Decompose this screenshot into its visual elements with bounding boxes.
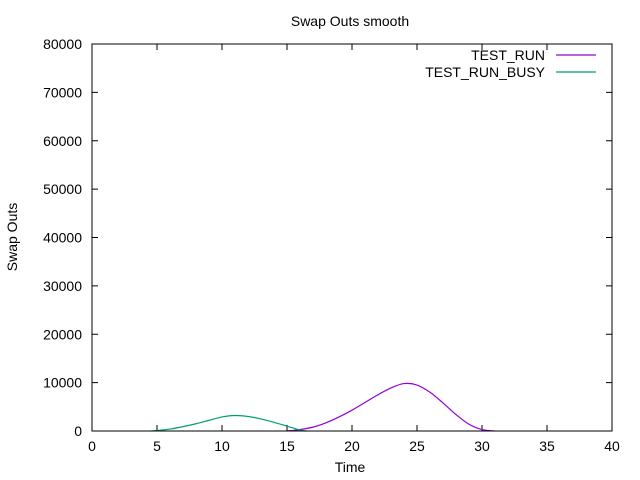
y-tick-label: 10000	[43, 375, 82, 391]
legend-label: TEST_RUN	[471, 47, 545, 63]
y-tick-label: 0	[74, 423, 82, 439]
x-axis-label: Time	[335, 459, 366, 475]
y-tick-label: 80000	[43, 36, 82, 52]
x-tick-label: 5	[153, 438, 161, 454]
series-line-0	[286, 382, 496, 432]
y-tick-label: 50000	[43, 181, 82, 197]
y-tick-label: 20000	[43, 326, 82, 342]
x-tick-label: 10	[214, 438, 230, 454]
plot-frame	[91, 43, 613, 432]
x-tick-label: 35	[539, 438, 555, 454]
y-axis-label: Swap Outs	[4, 203, 20, 271]
y-tick-label: 40000	[43, 230, 82, 246]
x-tick-label: 30	[474, 438, 490, 454]
series-line-1	[150, 414, 307, 432]
x-tick-label: 40	[604, 438, 620, 454]
y-tick-label: 60000	[43, 133, 82, 149]
y-tick-label: 30000	[43, 278, 82, 294]
y-axis-ticks: 0 10000 20000 30000 40000 50000 60000 70000 8000…	[43, 36, 612, 439]
x-axis-ticks: 0 5 10 15 20 25 30 35 40	[88, 44, 620, 454]
y-tick-label: 70000	[43, 84, 82, 100]
legend-label: TEST_RUN_BUSY	[425, 64, 545, 80]
x-tick-label: 20	[344, 438, 360, 454]
plot-lines	[150, 382, 496, 432]
x-tick-label: 15	[279, 438, 295, 454]
x-tick-label: 25	[409, 438, 425, 454]
x-tick-label: 0	[88, 438, 96, 454]
chart-title: Swap Outs smooth	[291, 13, 409, 29]
